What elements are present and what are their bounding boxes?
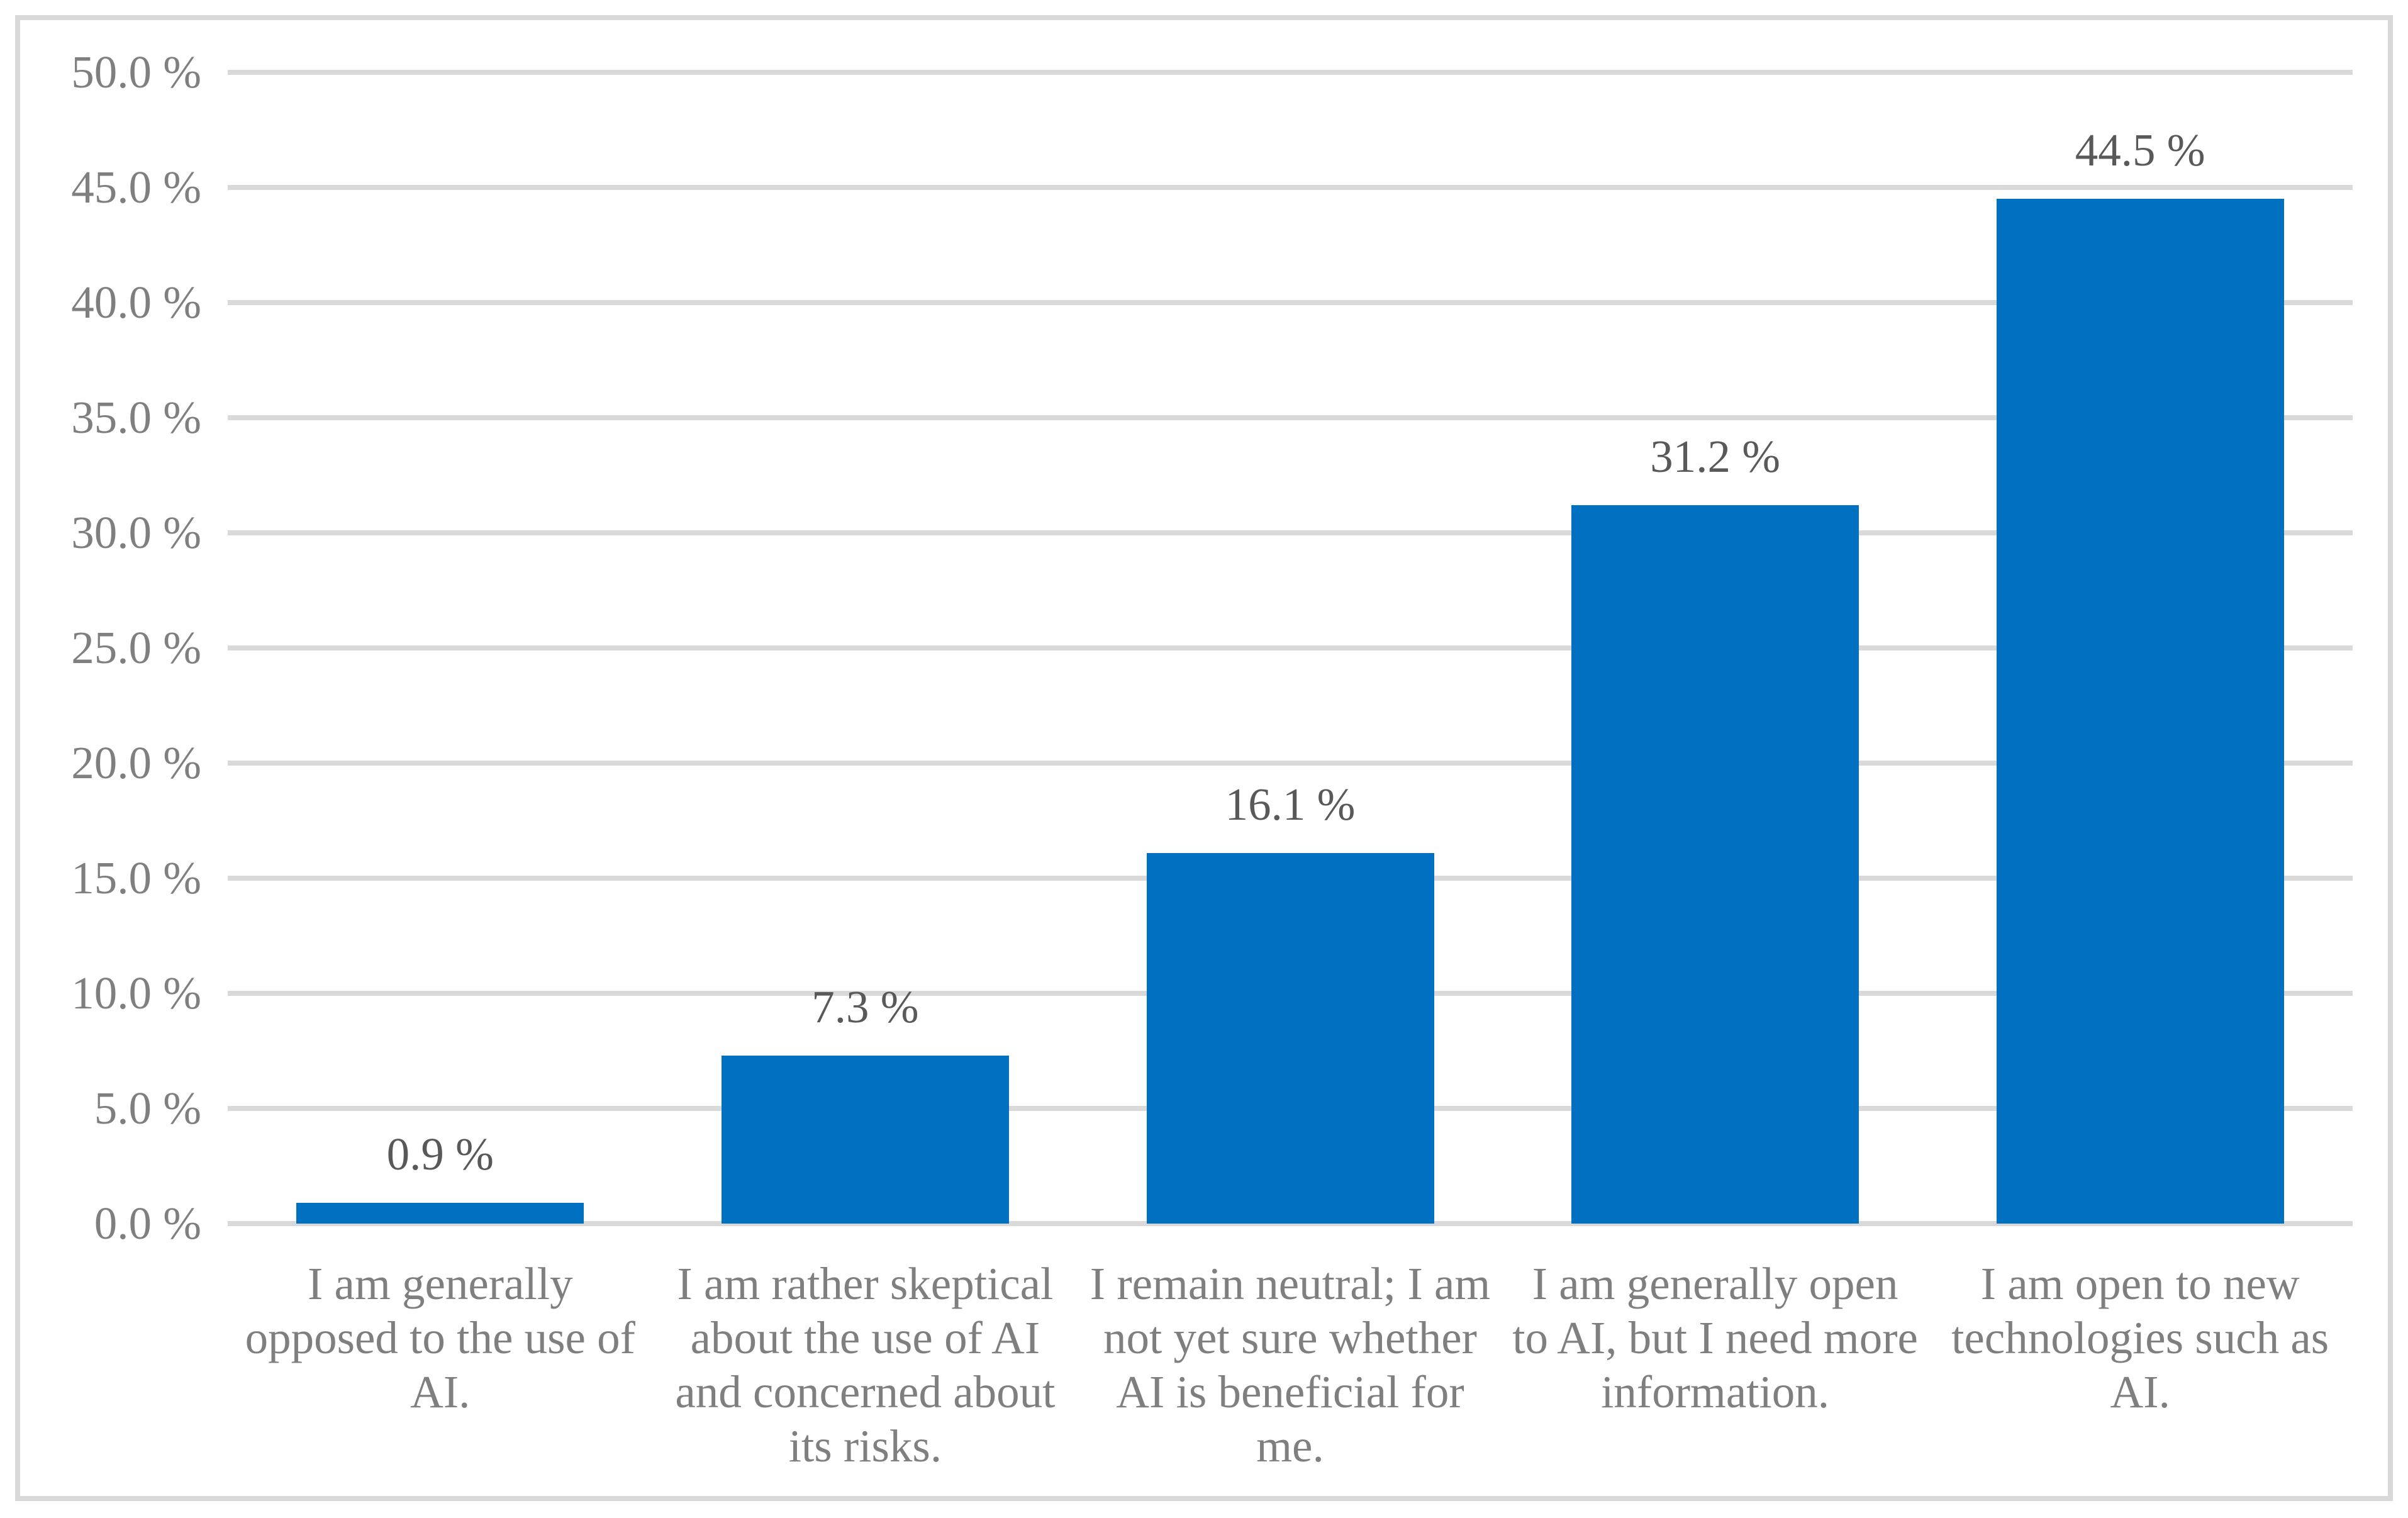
bar [1571,505,1859,1224]
y-axis-tick-label: 35.0 % [71,392,201,443]
gridline [228,185,2353,190]
bar-value-label: 44.5 % [2075,125,2205,176]
y-axis-tick-label: 0.0 % [94,1198,201,1249]
x-axis-category-label: I am rather skeptical about the use of A… [675,1258,1056,1471]
gridline [228,70,2353,75]
bar [1996,199,2284,1224]
y-axis-tick-label: 50.0 % [71,47,201,98]
gridline [228,1221,2353,1226]
x-axis-category-label: I am generally open to AI, but I need mo… [1512,1258,1918,1417]
x-axis-category-label: I am open to new technologies such as AI… [1951,1258,2329,1417]
y-axis-tick-label: 20.0 % [71,737,201,788]
y-axis-tick-label: 45.0 % [71,162,201,213]
y-axis-tick-label: 30.0 % [71,507,201,558]
gridline [228,300,2353,305]
chart-frame [15,15,2393,1501]
y-axis-tick-label: 40.0 % [71,277,201,328]
x-axis-category-label: I am generally opposed to the use of AI. [245,1258,635,1417]
x-axis-category-label: I remain neutral; I am not yet sure whet… [1090,1258,1491,1471]
gridline [228,645,2353,650]
bar [1146,852,1434,1224]
bar-value-label: 16.1 % [1225,778,1356,830]
y-axis-tick-label: 15.0 % [71,852,201,903]
gridline [228,415,2353,420]
gridline [228,530,2353,535]
y-axis-tick-label: 25.0 % [71,622,201,673]
bar [721,1055,1009,1224]
y-axis-tick-label: 10.0 % [71,968,201,1019]
y-axis-tick-label: 5.0 % [94,1083,201,1134]
bar [296,1203,584,1224]
gridline [228,761,2353,766]
bar-value-label: 0.9 % [386,1129,494,1180]
bar-value-label: 31.2 % [1650,431,1780,483]
bar-value-label: 7.3 % [811,981,919,1032]
